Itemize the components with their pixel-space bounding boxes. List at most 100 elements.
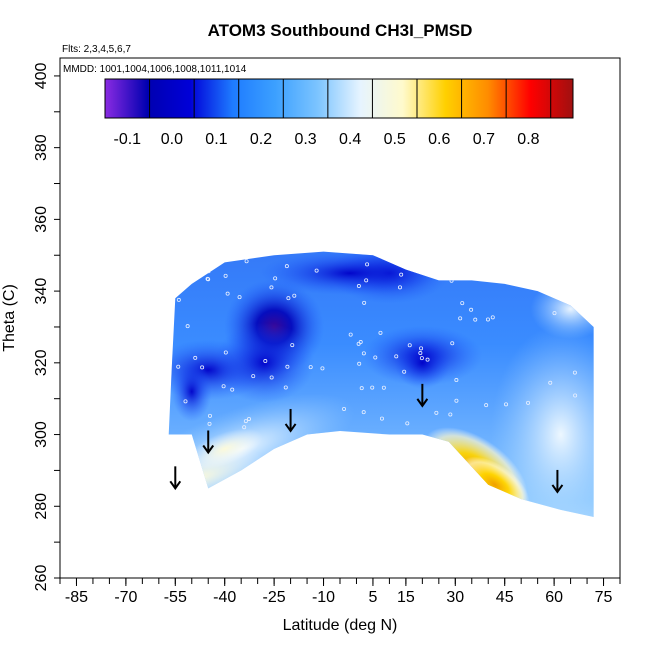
colorbar-tick-label: 0.6 bbox=[428, 131, 450, 148]
colorbar-tick-label: 0.1 bbox=[205, 131, 227, 148]
sample-point bbox=[405, 421, 410, 426]
sample-point bbox=[314, 268, 319, 273]
sample-point bbox=[237, 295, 242, 300]
y-tick-label: 320 bbox=[33, 349, 50, 376]
sample-point bbox=[370, 385, 375, 390]
arrow-head bbox=[169, 480, 182, 491]
sample-point bbox=[283, 385, 288, 390]
sample-point bbox=[193, 355, 198, 360]
x-tick-label: -55 bbox=[164, 589, 187, 606]
sample-point bbox=[251, 374, 256, 379]
colorbar-tick-label: 0.7 bbox=[473, 131, 495, 148]
sample-point bbox=[205, 276, 210, 281]
sample-point bbox=[484, 403, 489, 408]
sample-point bbox=[361, 410, 366, 415]
sample-point bbox=[225, 291, 230, 296]
sample-point bbox=[454, 378, 459, 383]
sample-point bbox=[176, 297, 181, 302]
sample-point bbox=[207, 421, 212, 426]
sample-point bbox=[263, 359, 268, 364]
colorbar-tick-label: -0.1 bbox=[113, 131, 141, 148]
sample-point bbox=[394, 354, 399, 359]
sample-point bbox=[242, 425, 247, 430]
y-axis: 260 280 300 320 340 360 380 400 bbox=[33, 62, 60, 591]
sample-point bbox=[308, 365, 313, 370]
x-tick-label: 15 bbox=[397, 589, 415, 606]
sample-point bbox=[450, 341, 455, 346]
colorbar-bar bbox=[104, 78, 574, 119]
light-region bbox=[490, 324, 594, 518]
sample-point bbox=[473, 317, 478, 322]
sample-point bbox=[381, 385, 386, 390]
sample-point bbox=[243, 419, 248, 424]
sample-point bbox=[285, 364, 290, 369]
y-tick-label: 300 bbox=[33, 421, 50, 448]
sample-point bbox=[223, 273, 228, 278]
sample-point bbox=[183, 399, 188, 404]
colorbar-tick-label: 0.0 bbox=[161, 131, 183, 148]
sample-point bbox=[286, 296, 291, 301]
colorbar-tick-label: 0.3 bbox=[294, 131, 316, 148]
sample-point bbox=[458, 316, 463, 321]
sample-point bbox=[273, 276, 278, 281]
x-tick-label: 45 bbox=[496, 589, 514, 606]
colorbar-tick-label: 0.2 bbox=[250, 131, 272, 148]
sample-point bbox=[448, 412, 453, 417]
sample-point bbox=[223, 350, 228, 355]
sample-point bbox=[454, 398, 459, 403]
sample-point bbox=[399, 272, 404, 277]
sample-point bbox=[469, 307, 474, 312]
sample-point bbox=[185, 324, 190, 329]
x-axis: -85 -70 -55 -40 -25 -10 5 15 30 45 60 75 bbox=[59, 578, 621, 606]
sample-point bbox=[269, 375, 274, 380]
sample-point bbox=[485, 317, 490, 322]
arrow-head bbox=[416, 398, 429, 408]
sample-point bbox=[221, 384, 226, 389]
arrow-markers bbox=[169, 383, 564, 494]
sample-point bbox=[361, 351, 366, 356]
sample-point bbox=[460, 301, 465, 306]
y-axis-label: Theta (C) bbox=[1, 284, 18, 352]
y-tick-label: 380 bbox=[33, 134, 50, 161]
colorbar-tick-label: 0.8 bbox=[517, 131, 539, 148]
sample-point bbox=[320, 366, 325, 371]
x-axis-label: Latitude (deg N) bbox=[283, 617, 398, 634]
field-blobs bbox=[168, 251, 594, 518]
arrow-head bbox=[284, 423, 297, 433]
sample-point bbox=[378, 330, 383, 335]
sample-point bbox=[572, 370, 577, 375]
sample-point bbox=[419, 346, 424, 351]
x-tick-label: -25 bbox=[263, 589, 286, 606]
sample-point bbox=[290, 343, 295, 348]
y-tick-label: 260 bbox=[33, 565, 50, 592]
sample-point bbox=[356, 284, 361, 289]
sample-point bbox=[379, 416, 384, 421]
x-tick-label: -10 bbox=[312, 589, 335, 606]
sample-point bbox=[397, 285, 402, 290]
field-layer bbox=[168, 251, 594, 518]
sample-point bbox=[206, 269, 211, 274]
sample-point bbox=[362, 300, 367, 305]
x-tick-label: 75 bbox=[595, 589, 613, 606]
flights-subtitle: Flts: 2,3,4,5,6,7 bbox=[62, 44, 131, 55]
low-value-region bbox=[259, 251, 440, 296]
sample-point bbox=[419, 356, 424, 361]
x-tick-label: -40 bbox=[213, 589, 236, 606]
sample-point bbox=[504, 402, 509, 407]
sample-point bbox=[230, 387, 235, 392]
sample-point bbox=[373, 355, 378, 360]
sample-point bbox=[526, 400, 531, 405]
sample-point bbox=[292, 293, 297, 298]
colorbar-tick-label: 0.4 bbox=[339, 131, 361, 148]
sample-point bbox=[552, 311, 557, 316]
sample-point bbox=[364, 278, 369, 283]
low-value-region bbox=[214, 322, 315, 403]
sample-point bbox=[244, 259, 249, 264]
y-tick-label: 340 bbox=[33, 278, 50, 305]
x-tick-label: 30 bbox=[446, 589, 464, 606]
sample-point bbox=[200, 365, 205, 370]
sample-point bbox=[548, 380, 553, 385]
sample-point bbox=[269, 285, 274, 290]
sample-point bbox=[247, 416, 252, 421]
